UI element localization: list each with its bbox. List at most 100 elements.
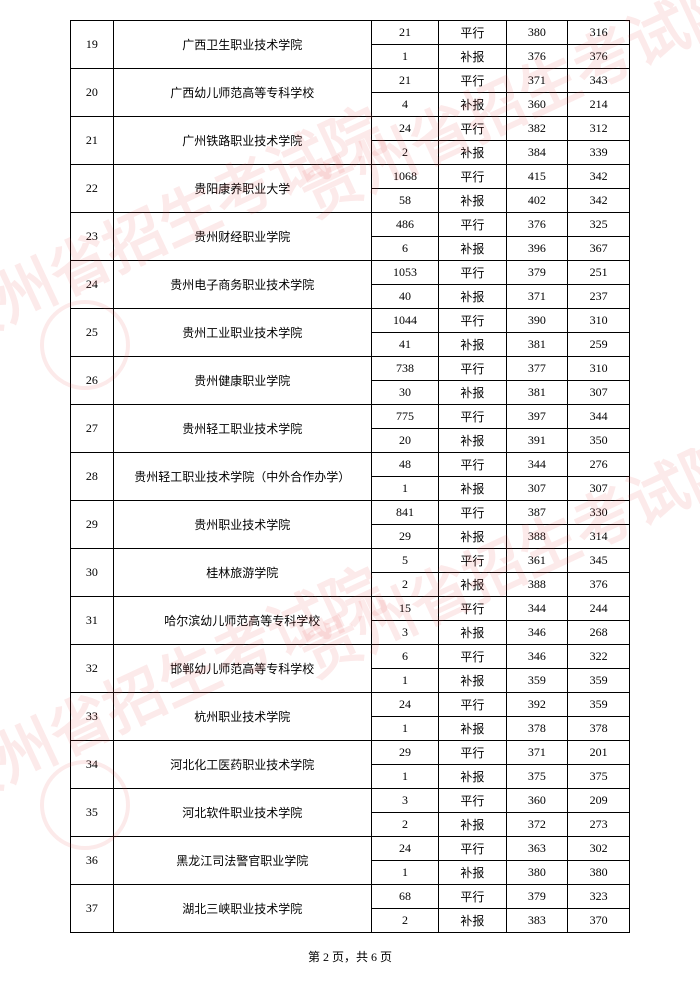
plan-number-cell: 30 — [371, 381, 438, 405]
plan-number-cell: 738 — [371, 357, 438, 381]
table-row: 36黑龙江司法警官职业学院24平行363302 — [71, 837, 630, 861]
min-score-cell: 367 — [568, 237, 630, 261]
plan-number-cell: 1053 — [371, 261, 438, 285]
row-index-cell: 33 — [71, 693, 114, 741]
school-name-cell: 广州铁路职业技术学院 — [113, 117, 371, 165]
min-score-cell: 310 — [568, 309, 630, 333]
batch-type-cell: 平行 — [439, 837, 506, 861]
school-name-cell: 哈尔滨幼儿师范高等专科学校 — [113, 597, 371, 645]
plan-number-cell: 41 — [371, 333, 438, 357]
max-score-cell: 391 — [506, 429, 568, 453]
max-score-cell: 415 — [506, 165, 568, 189]
plan-number-cell: 1 — [371, 45, 438, 69]
min-score-cell: 344 — [568, 405, 630, 429]
batch-type-cell: 平行 — [439, 645, 506, 669]
row-index-cell: 26 — [71, 357, 114, 405]
plan-number-cell: 1 — [371, 861, 438, 885]
max-score-cell: 388 — [506, 525, 568, 549]
school-name-cell: 湖北三峡职业技术学院 — [113, 885, 371, 933]
batch-type-cell: 补报 — [439, 477, 506, 501]
table-row: 30桂林旅游学院5平行361345 — [71, 549, 630, 573]
max-score-cell: 388 — [506, 573, 568, 597]
max-score-cell: 380 — [506, 21, 568, 45]
table-row: 27贵州轻工职业技术学院775平行397344 — [71, 405, 630, 429]
plan-number-cell: 2 — [371, 909, 438, 933]
batch-type-cell: 平行 — [439, 21, 506, 45]
row-index-cell: 34 — [71, 741, 114, 789]
school-name-cell: 黑龙江司法警官职业学院 — [113, 837, 371, 885]
max-score-cell: 372 — [506, 813, 568, 837]
max-score-cell: 344 — [506, 597, 568, 621]
school-name-cell: 广西卫生职业技术学院 — [113, 21, 371, 69]
row-index-cell: 25 — [71, 309, 114, 357]
table-row: 22贵阳康养职业大学1068平行415342 — [71, 165, 630, 189]
plan-number-cell: 15 — [371, 597, 438, 621]
plan-number-cell: 1 — [371, 717, 438, 741]
max-score-cell: 371 — [506, 741, 568, 765]
min-score-cell: 330 — [568, 501, 630, 525]
min-score-cell: 310 — [568, 357, 630, 381]
plan-number-cell: 1068 — [371, 165, 438, 189]
max-score-cell: 378 — [506, 717, 568, 741]
row-index-cell: 21 — [71, 117, 114, 165]
max-score-cell: 344 — [506, 453, 568, 477]
batch-type-cell: 补报 — [439, 93, 506, 117]
plan-number-cell: 48 — [371, 453, 438, 477]
min-score-cell: 322 — [568, 645, 630, 669]
batch-type-cell: 平行 — [439, 501, 506, 525]
max-score-cell: 384 — [506, 141, 568, 165]
max-score-cell: 360 — [506, 789, 568, 813]
school-name-cell: 贵州工业职业技术学院 — [113, 309, 371, 357]
max-score-cell: 379 — [506, 885, 568, 909]
max-score-cell: 379 — [506, 261, 568, 285]
plan-number-cell: 3 — [371, 621, 438, 645]
row-index-cell: 32 — [71, 645, 114, 693]
min-score-cell: 378 — [568, 717, 630, 741]
batch-type-cell: 平行 — [439, 741, 506, 765]
max-score-cell: 377 — [506, 357, 568, 381]
batch-type-cell: 补报 — [439, 141, 506, 165]
school-name-cell: 贵州轻工职业技术学院 — [113, 405, 371, 453]
school-name-cell: 贵州电子商务职业技术学院 — [113, 261, 371, 309]
plan-number-cell: 6 — [371, 237, 438, 261]
plan-number-cell: 21 — [371, 69, 438, 93]
min-score-cell: 214 — [568, 93, 630, 117]
table-row: 31哈尔滨幼儿师范高等专科学校15平行344244 — [71, 597, 630, 621]
table-row: 25贵州工业职业技术学院1044平行390310 — [71, 309, 630, 333]
batch-type-cell: 平行 — [439, 69, 506, 93]
min-score-cell: 339 — [568, 141, 630, 165]
max-score-cell: 396 — [506, 237, 568, 261]
plan-number-cell: 841 — [371, 501, 438, 525]
row-index-cell: 23 — [71, 213, 114, 261]
school-name-cell: 桂林旅游学院 — [113, 549, 371, 597]
plan-number-cell: 5 — [371, 549, 438, 573]
plan-number-cell: 24 — [371, 837, 438, 861]
page-footer: 第 2 页，共 6 页 — [70, 948, 630, 965]
min-score-cell: 307 — [568, 381, 630, 405]
table-row: 28贵州轻工职业技术学院（中外合作办学）48平行344276 — [71, 453, 630, 477]
row-index-cell: 35 — [71, 789, 114, 837]
plan-number-cell: 29 — [371, 741, 438, 765]
max-score-cell: 397 — [506, 405, 568, 429]
row-index-cell: 36 — [71, 837, 114, 885]
min-score-cell: 359 — [568, 693, 630, 717]
max-score-cell: 361 — [506, 549, 568, 573]
min-score-cell: 314 — [568, 525, 630, 549]
min-score-cell: 237 — [568, 285, 630, 309]
batch-type-cell: 补报 — [439, 861, 506, 885]
max-score-cell: 371 — [506, 285, 568, 309]
plan-number-cell: 21 — [371, 21, 438, 45]
row-index-cell: 22 — [71, 165, 114, 213]
row-index-cell: 28 — [71, 453, 114, 501]
batch-type-cell: 平行 — [439, 309, 506, 333]
min-score-cell: 325 — [568, 213, 630, 237]
batch-type-cell: 补报 — [439, 381, 506, 405]
plan-number-cell: 775 — [371, 405, 438, 429]
batch-type-cell: 补报 — [439, 285, 506, 309]
min-score-cell: 376 — [568, 573, 630, 597]
max-score-cell: 381 — [506, 333, 568, 357]
table-row: 19广西卫生职业技术学院21平行380316 — [71, 21, 630, 45]
table-row: 24贵州电子商务职业技术学院1053平行379251 — [71, 261, 630, 285]
table-row: 23贵州财经职业学院486平行376325 — [71, 213, 630, 237]
min-score-cell: 359 — [568, 669, 630, 693]
